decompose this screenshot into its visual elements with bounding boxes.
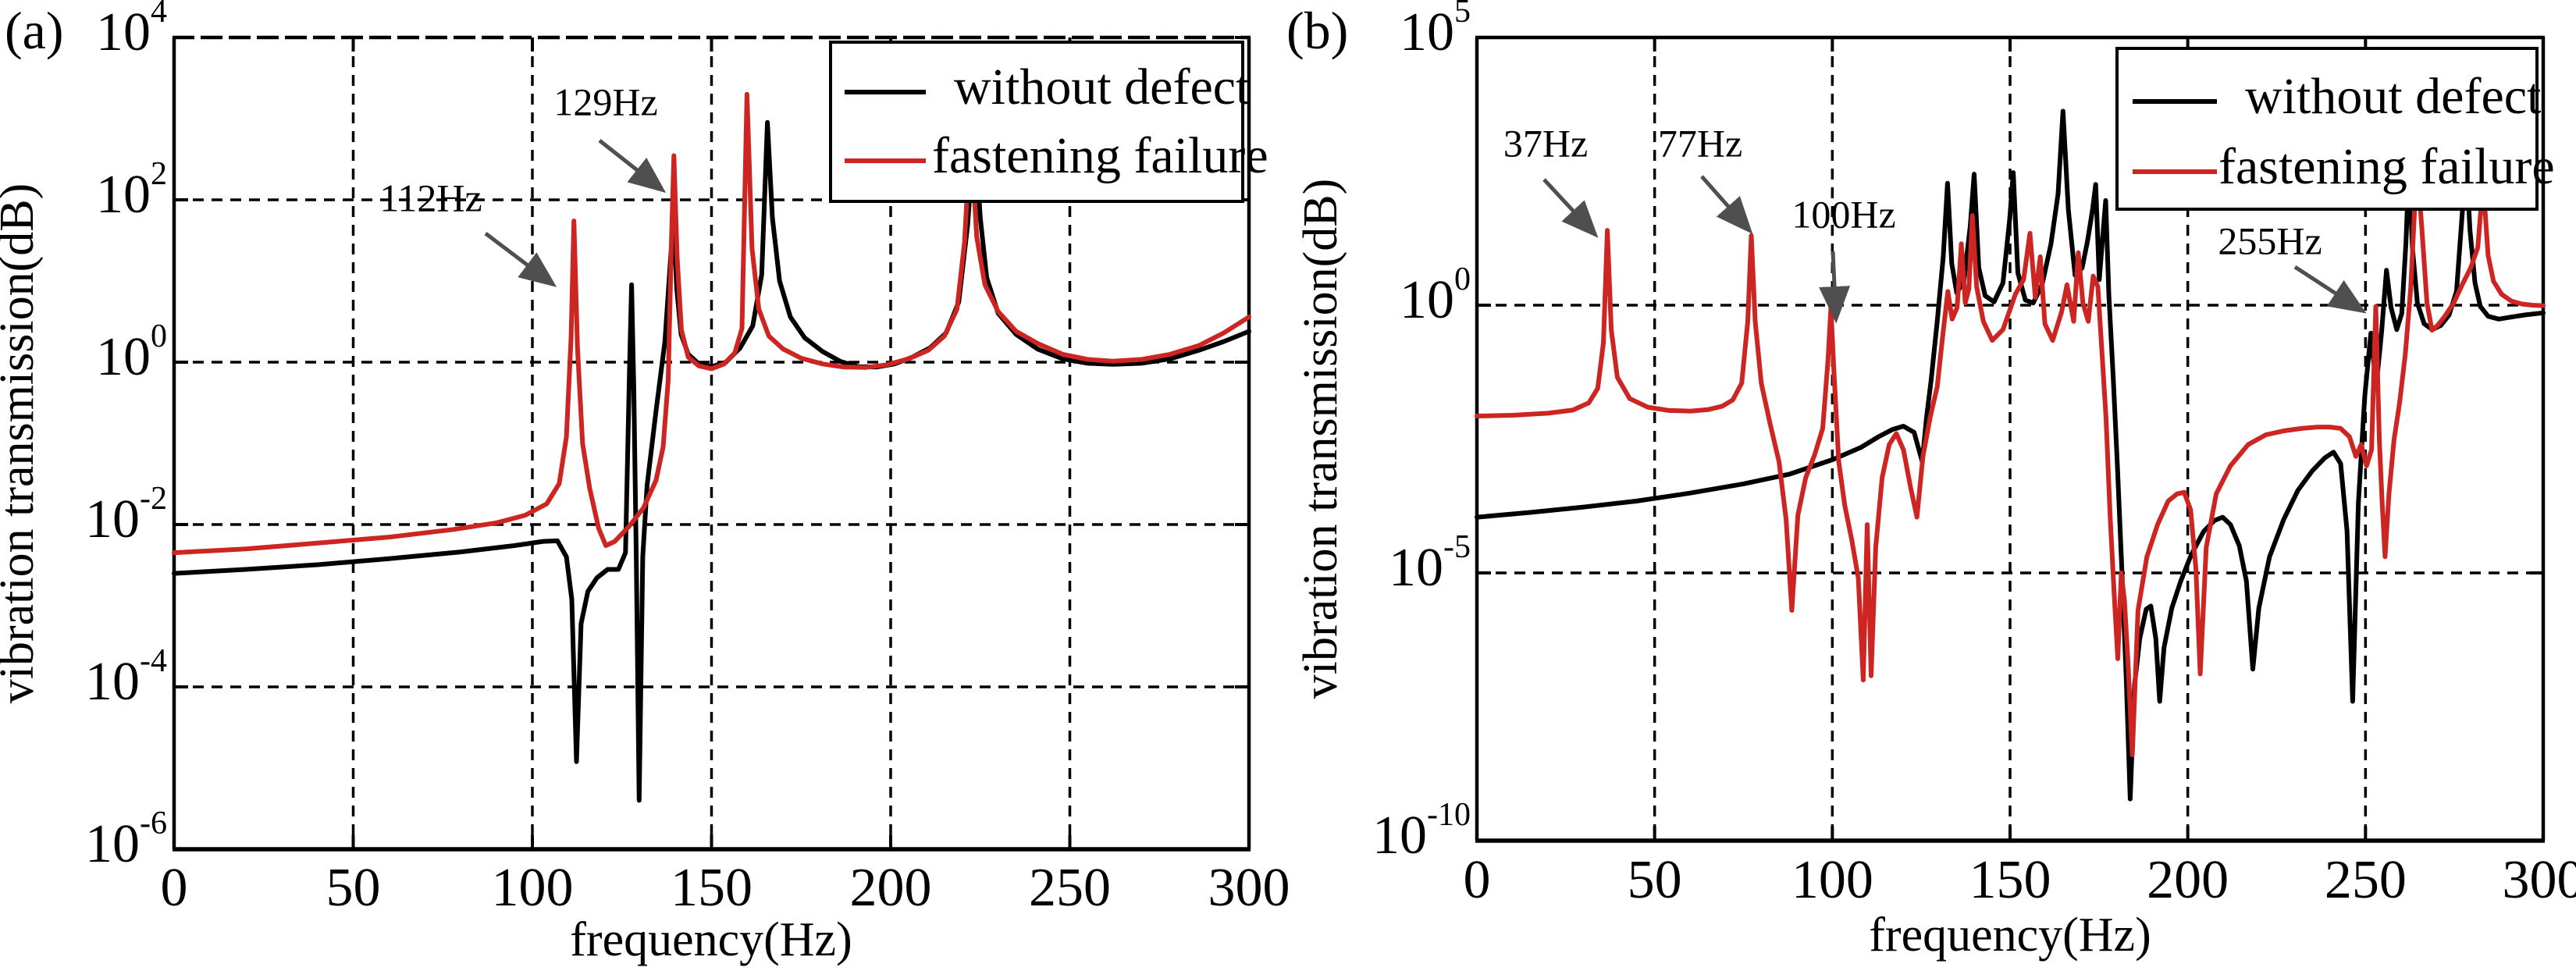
y-tick-label: 105 <box>1400 0 1471 62</box>
series-fastening-failure <box>172 91 1251 556</box>
legend-label-fastening-failure: fastening failure <box>2218 138 2555 195</box>
x-tick-label: 200 <box>850 858 932 918</box>
x-tick-label: 250 <box>1029 858 1111 918</box>
x-tick-label: 0 <box>161 858 188 918</box>
x-tick-label: 300 <box>1208 858 1290 918</box>
annotation-129hz: 129Hz <box>553 80 657 123</box>
x-tick-label: 300 <box>2503 850 2576 910</box>
x-tick-label: 50 <box>1628 850 1682 910</box>
series-fastening-failure <box>1475 170 2546 758</box>
x-tick-label: 100 <box>1791 850 1873 910</box>
panel-b-ylabel: vibration transmission(dB) <box>1294 179 1347 699</box>
y-tick-label: 10-4 <box>85 643 167 712</box>
legend-label-fastening-failure: fastening failure <box>932 127 1268 184</box>
y-tick-label: 100 <box>96 318 167 387</box>
annotations-layer: 112Hz 129Hz 37Hz 77Hz 100Hz 255Hz <box>379 80 2367 324</box>
x-tick-label: 100 <box>492 858 574 918</box>
y-tick-label: 10-10 <box>1372 797 1471 866</box>
series-without-defect <box>1475 108 2546 802</box>
annotation-112hz: 112Hz <box>379 176 482 219</box>
y-tick-label: 10-2 <box>85 481 167 550</box>
x-tick-label: 200 <box>2147 850 2229 910</box>
annotation-255hz: 255Hz <box>2218 219 2322 262</box>
annotation-arrow-112hz <box>484 232 557 287</box>
legend-box <box>829 41 1244 203</box>
y-tick-label: 102 <box>96 156 167 225</box>
legend-label-without-defect: without defect <box>954 59 1250 116</box>
x-tick-label: 0 <box>1464 850 1491 910</box>
panel-a-ylabel: vibration transmission(dB) <box>0 183 44 703</box>
x-tick-label: 50 <box>326 858 381 918</box>
annotation-arrow-77hz <box>1700 175 1753 234</box>
series-layer <box>172 91 2546 803</box>
annotation-100hz: 100Hz <box>1791 192 1895 236</box>
x-tick-label: 250 <box>2325 850 2407 910</box>
panel-b-label: (b) <box>1286 1 1348 60</box>
annotation-arrow-37hz <box>1542 178 1599 238</box>
panel-a-label: (a) <box>5 1 63 60</box>
y-tick-label: 10-6 <box>85 806 167 874</box>
annotation-arrow-255hz <box>2293 265 2367 314</box>
annotation-37hz: 37Hz <box>1503 121 1588 165</box>
legend-box <box>2115 47 2539 211</box>
x-tick-label: 150 <box>1969 850 2051 910</box>
panel-b-xlabel: frequency(Hz) <box>1869 909 2151 962</box>
annotation-arrow-129hz <box>598 139 667 194</box>
legend-label-without-defect: without defect <box>2245 68 2541 125</box>
y-tick-label: 104 <box>96 0 167 62</box>
panel-a-xlabel: frequency(Hz) <box>570 913 852 966</box>
y-tick-label: 10-5 <box>1389 529 1471 598</box>
annotation-arrow-100hz <box>1819 251 1851 324</box>
y-tick-label: 100 <box>1400 261 1471 330</box>
legend-layer: without defect fastening failure without d… <box>829 41 2555 211</box>
x-tick-label: 150 <box>671 858 753 918</box>
annotation-77hz: 77Hz <box>1658 121 1742 165</box>
